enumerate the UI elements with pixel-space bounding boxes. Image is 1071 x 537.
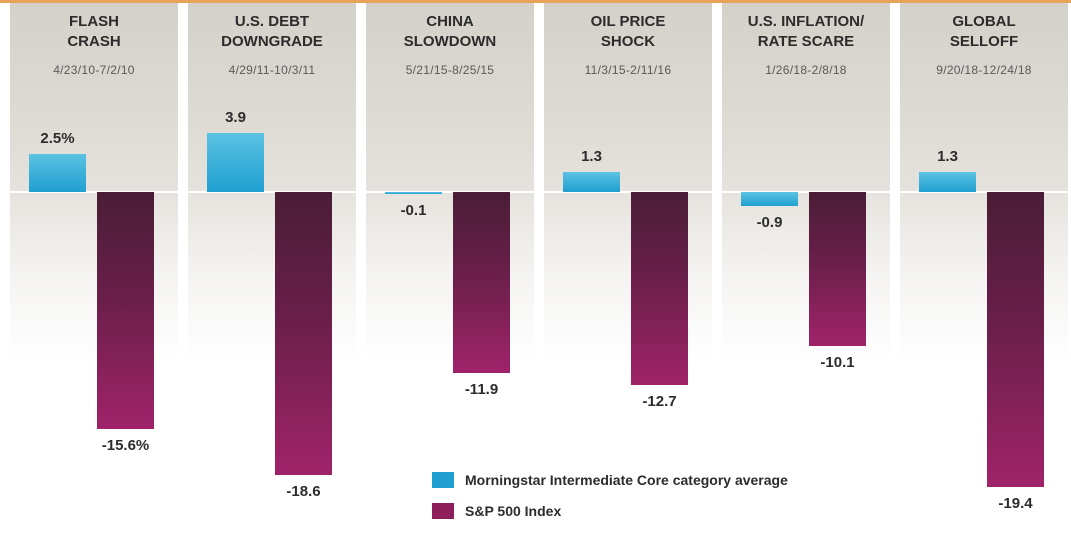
data-label: -15.6%: [101, 437, 150, 455]
legend-label: S&P 500 Index: [465, 503, 562, 519]
category-title: FLASH CRASH: [67, 13, 121, 50]
bar-core-category: [385, 192, 442, 194]
bar-core-category: [29, 154, 86, 192]
bar-core-category: [563, 172, 620, 192]
legend-swatch: [432, 503, 454, 519]
bar-sp500: [809, 192, 866, 346]
category-title: CHINA SLOWDOWN: [403, 13, 497, 50]
category-title: U.S. INFLATION/ RATE SCARE: [747, 13, 865, 50]
category-title: OIL PRICE SHOCK: [590, 13, 666, 50]
data-label: -0.1: [400, 202, 427, 219]
bar-sp500: [453, 192, 510, 373]
zero-baseline: [366, 191, 534, 193]
zero-baseline: [722, 191, 890, 193]
zero-baseline: [10, 191, 178, 193]
bar-sp500: [987, 192, 1044, 487]
zero-baseline: [544, 191, 712, 193]
category-date-range: 4/23/10-7/2/10: [53, 63, 135, 77]
bar-sp500: [97, 192, 154, 430]
legend-label: Morningstar Intermediate Core category a…: [465, 472, 788, 488]
category-date-range: 11/3/15-2/11/16: [584, 63, 672, 77]
category-date-range: 5/21/15-8/25/15: [405, 63, 495, 77]
legend-swatch: [432, 472, 454, 488]
data-label: 3.9: [225, 108, 246, 126]
bar-core-category: [741, 192, 798, 206]
zero-baseline: [188, 191, 356, 193]
data-label: -11.9: [464, 380, 499, 398]
category-date-range: 4/29/11-10/3/11: [228, 63, 316, 77]
bar-sp500: [275, 192, 332, 475]
category-date-range: 1/26/18-2/8/18: [765, 63, 847, 77]
category-panel: FLASH CRASH 4/23/10-7/2/10: [10, 3, 178, 537]
category-date-range: 9/20/18-12/24/18: [936, 63, 1032, 77]
category-title: U.S. DEBT DOWNGRADE: [221, 13, 323, 50]
data-label: 1.3: [581, 148, 602, 166]
category-title: GLOBAL SELLOFF: [949, 13, 1019, 50]
data-label: -10.1: [820, 353, 855, 371]
bar-core-category: [919, 172, 976, 192]
data-label: -18.6: [286, 482, 321, 500]
data-label: -0.9: [756, 213, 783, 231]
bar-core-category: [207, 132, 264, 192]
zero-baseline: [900, 191, 1068, 193]
bar-sp500: [631, 192, 688, 386]
data-label: 1.3: [937, 148, 958, 166]
data-label: 2.5%: [40, 130, 75, 147]
top-rule: [0, 0, 1071, 3]
data-label: -12.7: [642, 393, 677, 411]
data-label: -19.4: [998, 494, 1033, 512]
